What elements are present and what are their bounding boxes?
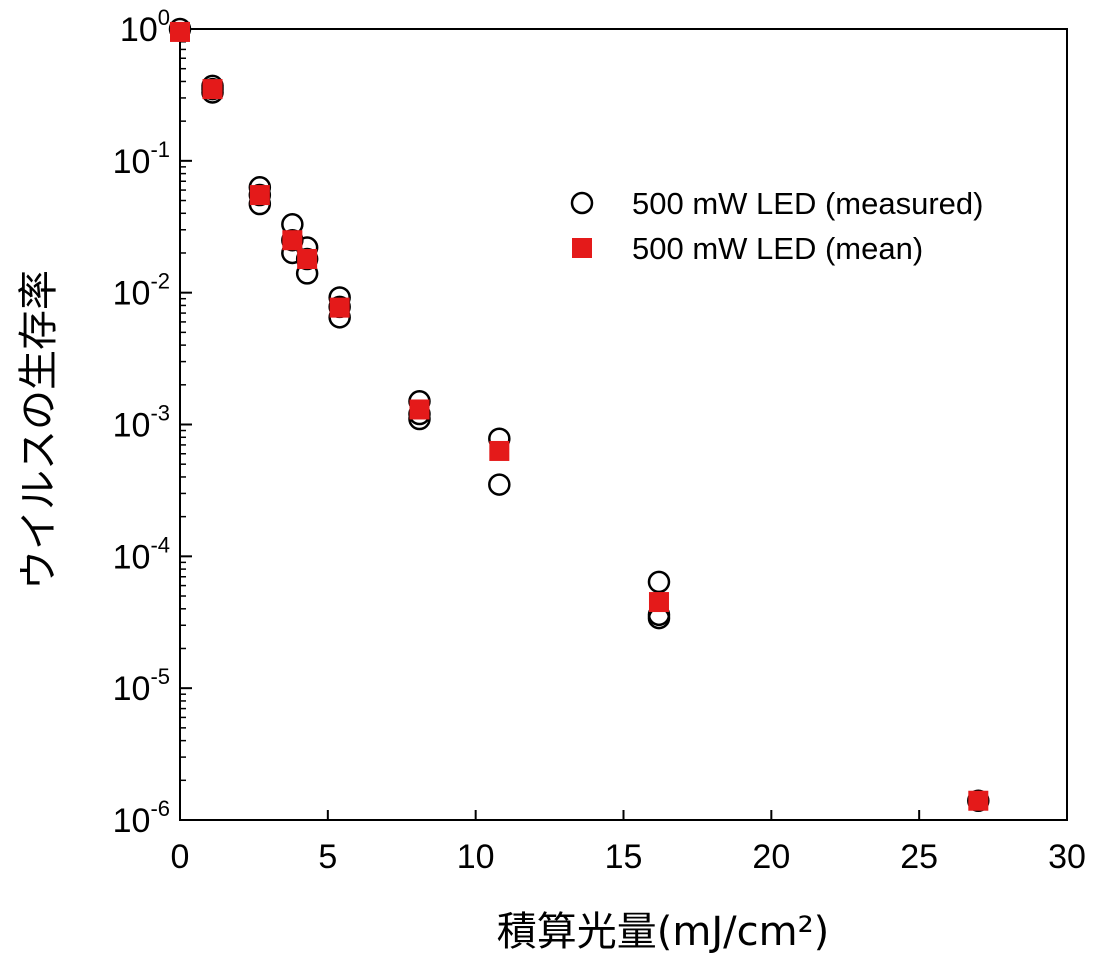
x-tick-label: 20 bbox=[752, 838, 790, 876]
x-tick-label: 0 bbox=[171, 838, 190, 876]
y-tick-label: 100 bbox=[120, 5, 170, 49]
y-tick-label: 10-6 bbox=[113, 796, 170, 840]
legend: 500 mW LED (measured) 500 mW LED (mean) bbox=[570, 186, 983, 266]
y-axis-ticks: 100 10-1 10-2 10-3 10-4 10-5 10-6 bbox=[113, 5, 192, 840]
y-axis-title: ウイルスの生存率 bbox=[16, 270, 62, 590]
measured-point bbox=[488, 473, 511, 496]
mean-point bbox=[968, 790, 989, 811]
x-tick-label: 5 bbox=[318, 838, 337, 876]
plot-frame bbox=[179, 28, 1068, 821]
y-tick-label: 10-1 bbox=[113, 137, 170, 181]
mean-point bbox=[409, 399, 430, 420]
y-tick-label: 10-5 bbox=[113, 664, 170, 708]
legend-mean-label: 500 mW LED (mean) bbox=[632, 231, 923, 266]
mean-point bbox=[489, 440, 510, 461]
mean-point bbox=[202, 79, 223, 100]
x-tick-label: 25 bbox=[900, 838, 938, 876]
mean-point bbox=[170, 21, 190, 42]
mean-point bbox=[282, 230, 303, 251]
mean-point bbox=[329, 297, 350, 318]
mean-series bbox=[170, 21, 989, 811]
mean-point bbox=[297, 249, 318, 270]
mean-point bbox=[249, 185, 270, 206]
x-tick-label: 30 bbox=[1048, 838, 1086, 876]
x-tick-label: 10 bbox=[457, 838, 495, 876]
legend-mean-marker bbox=[572, 238, 592, 258]
legend-measured-marker bbox=[570, 191, 594, 215]
y-tick-label: 10-4 bbox=[113, 532, 170, 576]
x-axis-ticks: 0 5 10 15 20 25 30 bbox=[171, 810, 1086, 876]
measured-point bbox=[647, 570, 671, 594]
legend-measured-label: 500 mW LED (measured) bbox=[632, 186, 983, 221]
mean-point bbox=[648, 592, 669, 613]
measured-series bbox=[168, 17, 990, 812]
x-axis-title: 積算光量(mJ/cm²) bbox=[497, 909, 829, 955]
y-tick-label: 10-2 bbox=[113, 269, 170, 313]
x-tick-label: 15 bbox=[605, 838, 643, 876]
y-tick-label: 10-3 bbox=[113, 401, 170, 445]
